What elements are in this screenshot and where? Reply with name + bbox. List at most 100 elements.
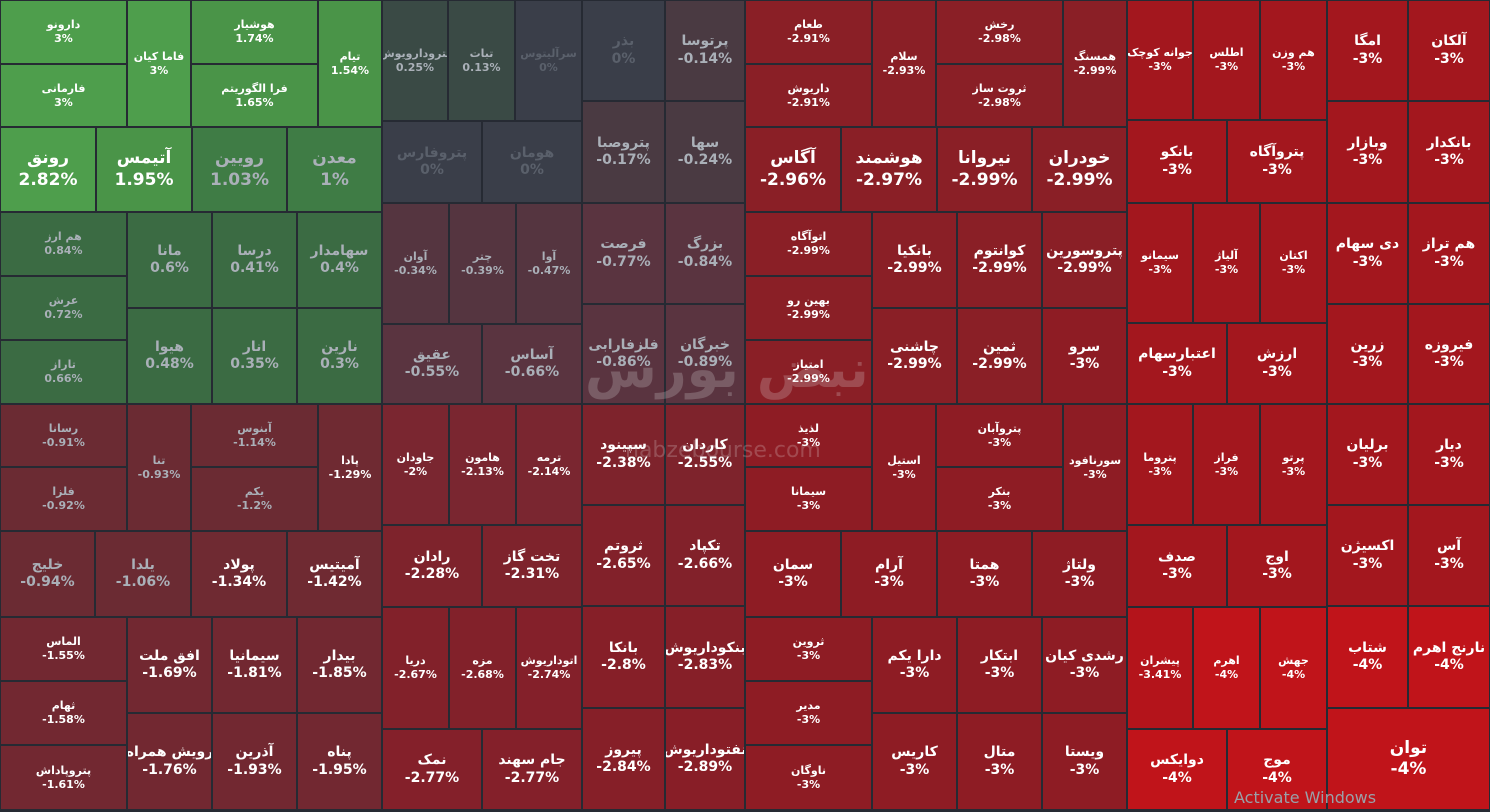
stock-tile[interactable]: رویین 1.03% [192, 127, 287, 212]
stock-tile[interactable]: جام سهند -2.77% [482, 729, 582, 810]
stock-tile[interactable]: آساس -0.66% [482, 324, 582, 404]
stock-tile[interactable]: تکپاد -2.66% [665, 505, 745, 606]
stock-tile[interactable]: ولتاژ -3% [1032, 531, 1127, 617]
stock-tile[interactable]: زرین -3% [1327, 304, 1408, 404]
stock-tile[interactable]: اکتان -3% [1260, 203, 1327, 323]
stock-tile[interactable]: خودران -2.99% [1032, 127, 1127, 212]
stock-tile[interactable]: فرصت -0.77% [582, 203, 665, 304]
stock-tile[interactable]: آذرین -1.93% [212, 713, 297, 810]
stock-tile[interactable]: پولاد -1.34% [191, 531, 287, 617]
stock-tile[interactable]: پناه -1.95% [297, 713, 382, 810]
stock-tile[interactable]: ثهام -1.58% [0, 681, 127, 745]
stock-tile[interactable]: ثروتم -2.65% [582, 505, 665, 606]
stock-tile[interactable]: داریوش -2.91% [745, 64, 872, 127]
stock-tile[interactable]: شتاب -4% [1327, 606, 1408, 708]
stock-tile[interactable]: تنا -0.93% [127, 404, 191, 531]
stock-tile[interactable]: فلزفارابی -0.86% [582, 304, 665, 404]
stock-tile[interactable]: افق ملت -1.69% [127, 617, 212, 713]
stock-tile[interactable]: وبازار -3% [1327, 101, 1408, 203]
stock-tile[interactable]: بنکر -3% [936, 467, 1063, 531]
stock-tile[interactable]: پتروصبا -0.17% [582, 101, 665, 203]
stock-tile[interactable]: درسا 0.41% [212, 212, 297, 308]
stock-tile[interactable]: هیوا 0.48% [127, 308, 212, 404]
stock-tile[interactable]: هوشمند -2.97% [841, 127, 937, 212]
stock-tile[interactable]: سرو -3% [1042, 308, 1127, 404]
stock-tile[interactable]: استیل -3% [872, 404, 936, 531]
stock-tile[interactable]: دارا یکم -3% [872, 617, 957, 713]
stock-tile[interactable]: موج -4% [1227, 729, 1327, 810]
stock-tile[interactable]: سپینود -2.38% [582, 404, 665, 505]
stock-tile[interactable]: آلیاژ -3% [1193, 203, 1260, 323]
stock-tile[interactable]: جوانه کوچک -3% [1127, 0, 1193, 120]
stock-tile[interactable]: ثروین -3% [745, 617, 872, 681]
stock-tile[interactable]: کوانتوم -2.99% [957, 212, 1042, 308]
stock-tile[interactable]: آمیتیس -1.42% [287, 531, 382, 617]
stock-tile[interactable]: بانکا -2.8% [582, 606, 665, 708]
stock-tile[interactable]: چتر -0.39% [449, 203, 516, 324]
stock-tile[interactable]: اعتبارسهام -3% [1127, 323, 1227, 404]
stock-tile[interactable]: فیروزه -3% [1408, 304, 1490, 404]
stock-tile[interactable]: فاما کیان 3% [127, 0, 191, 127]
stock-tile[interactable]: امتیاز -2.99% [745, 340, 872, 404]
stock-tile[interactable]: بانکیا -2.99% [872, 212, 957, 308]
stock-tile[interactable]: جهش -4% [1260, 607, 1327, 729]
stock-tile[interactable]: فارمانی 3% [0, 64, 127, 127]
stock-tile[interactable]: مدیر -3% [745, 681, 872, 745]
stock-tile[interactable]: کاریس -3% [872, 713, 957, 810]
stock-tile[interactable]: اتوداریوش -2.74% [516, 607, 582, 729]
stock-tile[interactable]: پرتو -3% [1260, 404, 1327, 525]
stock-tile[interactable]: آگاس -2.96% [745, 127, 841, 212]
stock-tile[interactable]: پترودارویوش 0.25% [382, 0, 448, 121]
stock-tile[interactable]: سیمانا -3% [745, 467, 872, 531]
stock-tile[interactable]: تخت گاز -2.31% [482, 525, 582, 607]
stock-tile[interactable]: آلکان -3% [1408, 0, 1490, 101]
stock-tile[interactable]: بزرگ -0.84% [665, 203, 745, 304]
stock-tile[interactable]: فلزا -0.92% [0, 467, 127, 531]
stock-tile[interactable]: فراز -3% [1193, 404, 1260, 525]
stock-tile[interactable]: هومان 0% [482, 121, 582, 203]
stock-tile[interactable]: ثروت ساز -2.98% [936, 64, 1063, 127]
stock-tile[interactable]: نیروانا -2.99% [937, 127, 1032, 212]
stock-tile[interactable]: سیمانو -3% [1127, 203, 1193, 323]
stock-tile[interactable]: ثمین -2.99% [957, 308, 1042, 404]
stock-tile[interactable]: امگا -3% [1327, 0, 1408, 101]
stock-tile[interactable]: اکسیژن -3% [1327, 505, 1408, 606]
stock-tile[interactable]: انار 0.35% [212, 308, 297, 404]
stock-tile[interactable]: یکم -1.2% [191, 467, 318, 531]
stock-tile[interactable]: اتوآگاه -2.99% [745, 212, 872, 276]
stock-tile[interactable]: آوان -0.34% [382, 203, 449, 324]
stock-tile[interactable]: هوشیار 1.74% [191, 0, 318, 64]
stock-tile[interactable]: رویش همراه -1.76% [127, 713, 212, 810]
stock-tile[interactable]: بانکدار -3% [1408, 101, 1490, 203]
stock-tile[interactable]: بنکوداریوش -2.83% [665, 606, 745, 708]
stock-tile[interactable]: نارنج اهرم -4% [1408, 606, 1490, 708]
stock-tile[interactable]: پتروفارس 0% [382, 121, 482, 203]
stock-tile[interactable]: صدف -3% [1127, 525, 1227, 607]
stock-tile[interactable]: اطلس -3% [1193, 0, 1260, 120]
stock-tile[interactable]: اهرم -4% [1193, 607, 1260, 729]
stock-tile[interactable]: الماس -1.55% [0, 617, 127, 681]
stock-tile[interactable]: سهامدار 0.4% [297, 212, 382, 308]
stock-tile[interactable]: آرام -3% [841, 531, 937, 617]
stock-tile[interactable]: رشدی کیان -3% [1042, 617, 1127, 713]
stock-tile[interactable]: اوج -3% [1227, 525, 1327, 607]
stock-tile[interactable]: خبرگان -0.89% [665, 304, 745, 404]
stock-tile[interactable]: پتروسورین -2.99% [1042, 212, 1127, 308]
stock-tile[interactable]: دی سهام -3% [1327, 203, 1408, 304]
stock-tile[interactable]: آتیمس 1.95% [96, 127, 192, 212]
stock-tile[interactable]: دارونو 3% [0, 0, 127, 64]
stock-tile[interactable]: آبنوس -1.14% [191, 404, 318, 467]
stock-tile[interactable]: ابتکار -3% [957, 617, 1042, 713]
stock-tile[interactable]: معدن 1% [287, 127, 382, 212]
stock-tile[interactable]: پادا -1.29% [318, 404, 382, 531]
stock-tile[interactable]: رادان -2.28% [382, 525, 482, 607]
stock-tile[interactable]: نمک -2.77% [382, 729, 482, 810]
stock-tile[interactable]: بهین رو -2.99% [745, 276, 872, 340]
stock-tile[interactable]: توان -4% [1327, 708, 1490, 810]
stock-tile[interactable]: رخش -2.98% [936, 0, 1063, 64]
stock-tile[interactable]: تیام 1.54% [318, 0, 382, 127]
stock-tile[interactable]: هم وزن -3% [1260, 0, 1327, 120]
stock-tile[interactable]: نارین 0.3% [297, 308, 382, 404]
stock-tile[interactable]: یلدا -1.06% [95, 531, 191, 617]
stock-tile[interactable]: سورنافود -3% [1063, 404, 1127, 531]
